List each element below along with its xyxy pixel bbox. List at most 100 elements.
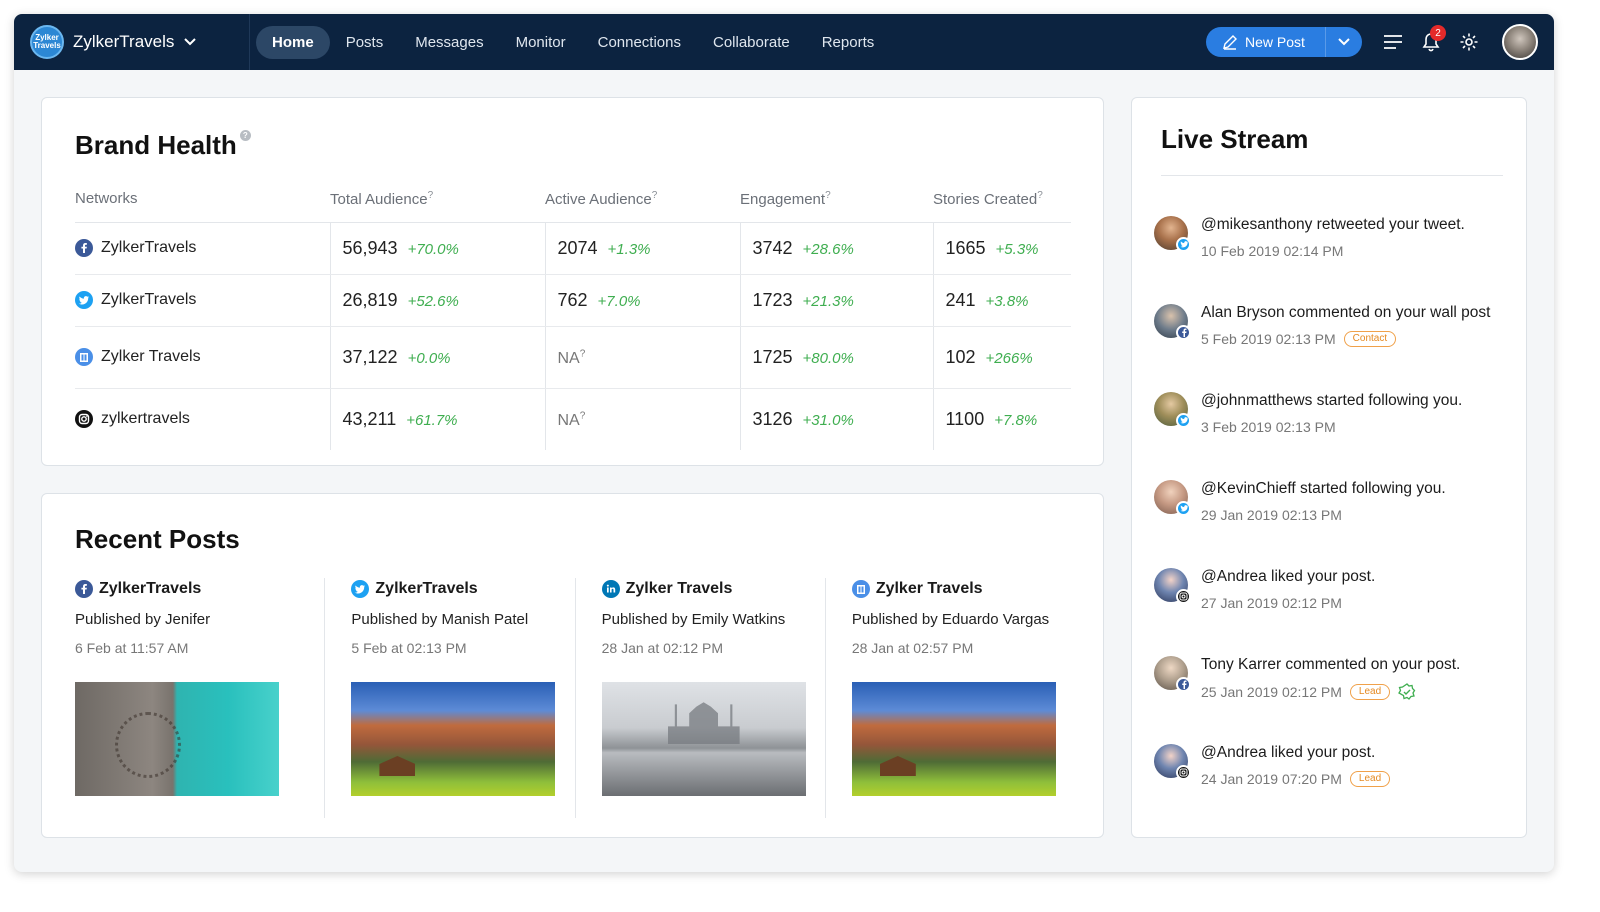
stream-item[interactable]: Alan Bryson commented on your wall post … — [1154, 304, 1514, 364]
table-row[interactable]: ZylkerTravels 56,943 +70.0% 2074 +1.3% 374… — [75, 222, 1071, 275]
stream-item-time: 24 Jan 2019 07:20 PM Lead — [1201, 771, 1391, 787]
gear-icon[interactable] — [1450, 23, 1488, 61]
pencil-icon — [1223, 35, 1237, 50]
table-row[interactable]: ZylkerTravels 26,819 +52.6% 762 +7.0% 1723… — [75, 274, 1071, 327]
metric-change: +61.7% — [406, 411, 458, 429]
new-post-label: New Post — [1245, 34, 1305, 50]
twitter-icon — [75, 291, 93, 309]
recent-posts-title: Recent Posts — [75, 524, 240, 554]
new-post-dropdown[interactable] — [1326, 27, 1362, 57]
post-network-name: Zylker Travels — [875, 580, 983, 597]
header-active-audience-label: Active Audience — [545, 190, 652, 208]
new-post-main[interactable]: New Post — [1206, 27, 1326, 57]
table-row[interactable]: Zylker Travels 37,122 +0.0% NA? 1725 +80.0… — [75, 326, 1071, 389]
chevron-down-icon — [184, 35, 197, 49]
header-total-audience: Total Audience? — [330, 176, 545, 223]
post-card[interactable]: Zylker Travels Published by Eduardo Varg… — [824, 578, 1075, 818]
lead-tag[interactable]: Lead — [1349, 684, 1391, 700]
brand-switcher[interactable]: Zylker Travels ZylkerTravels — [14, 14, 250, 70]
help-icon[interactable]: ? — [651, 189, 658, 201]
notifications-button[interactable]: 2 — [1412, 23, 1450, 61]
metric-change: +7.0% — [597, 292, 641, 310]
stream-item[interactable]: @Andrea liked your post. 27 Jan 2019 02:… — [1154, 568, 1514, 628]
nav-home[interactable]: Home — [256, 25, 330, 59]
stream-item[interactable]: @johnmatthews started following you. 3 F… — [1154, 392, 1514, 452]
taj-mahal-photo[interactable] — [601, 682, 806, 796]
app-window: Zylker Travels ZylkerTravels Home Posts … — [14, 14, 1554, 872]
engagement-cell: 1725 +80.0% — [739, 326, 933, 389]
mountain-photo[interactable] — [851, 682, 1056, 796]
stream-item-text: @Andrea liked your post. — [1201, 568, 1376, 585]
stream-item-time: 10 Feb 2019 02:14 PM — [1201, 243, 1343, 259]
post-author: Published by Eduardo Vargas — [851, 611, 1050, 628]
help-icon[interactable]: ? — [579, 410, 586, 422]
table-row[interactable]: zylkertravels 43,211 +61.7% NA? 3126 +31.0… — [75, 388, 1071, 450]
metric-value: 56,943 — [342, 237, 398, 258]
post-card[interactable]: Zylker Travels Published by Emily Watkin… — [574, 578, 825, 818]
post-network-name: ZylkerTravels — [375, 580, 478, 597]
post-card[interactable]: ZylkerTravels Published by Jenifer 6 Feb… — [75, 578, 324, 818]
header-engagement-label: Engagement — [740, 190, 826, 208]
metric-value: 1723 — [752, 289, 793, 310]
menu-icon[interactable] — [1374, 23, 1412, 61]
network-cell: zylkertravels — [75, 388, 330, 450]
help-icon[interactable]: ? — [239, 130, 251, 141]
post-network-name: Zylker Travels — [625, 580, 733, 597]
stream-item[interactable]: @mikesanthony retweeted your tweet. 10 F… — [1154, 216, 1514, 276]
engagement-cell: 3126 +31.0% — [739, 388, 933, 450]
recent-posts-card: Recent Posts ZylkerTravels Published by … — [41, 493, 1104, 838]
brand-health-table: Networks Total Audience? Active Audience… — [75, 176, 1071, 450]
top-navigation-bar: Zylker Travels ZylkerTravels Home Posts … — [14, 14, 1554, 70]
user-avatar[interactable] — [1502, 24, 1538, 60]
facebook-icon — [1176, 325, 1191, 340]
metric-change: +52.6% — [407, 292, 459, 310]
brand-health-card: Brand Health? Networks Total Audience? A… — [41, 97, 1104, 466]
metric-change: +28.6% — [802, 240, 854, 258]
new-post-button[interactable]: New Post — [1206, 27, 1362, 57]
main-nav: Home Posts Messages Monitor Connections … — [256, 25, 890, 59]
live-stream-title: Live Stream — [1161, 124, 1309, 154]
metric-change: +3.8% — [985, 292, 1029, 310]
chevron-down-icon — [1338, 38, 1350, 46]
contact-tag[interactable]: Contact — [1343, 331, 1397, 347]
metric-value: 37,122 — [342, 346, 398, 367]
metric-na-value: NA — [557, 349, 580, 367]
stream-item-time: 29 Jan 2019 02:13 PM — [1201, 507, 1342, 523]
lead-tag[interactable]: Lead — [1349, 771, 1391, 787]
stream-item-time: 27 Jan 2019 02:12 PM — [1201, 595, 1342, 611]
post-author: Published by Jenifer — [75, 611, 211, 628]
stream-item-time: 5 Feb 2019 02:13 PM Contact — [1201, 331, 1397, 347]
post-card[interactable]: ZylkerTravels Published by Manish Patel … — [324, 578, 574, 818]
twitter-icon — [1176, 501, 1191, 516]
nav-messages[interactable]: Messages — [415, 33, 484, 51]
nav-connections[interactable]: Connections — [597, 33, 681, 51]
metric-change: +70.0% — [407, 240, 459, 258]
stories-created-cell: 102 +266% — [932, 326, 1071, 389]
post-date: 28 Jan at 02:12 PM — [601, 640, 724, 656]
metric-change: +5.3% — [995, 240, 1039, 258]
help-icon[interactable]: ? — [579, 348, 586, 360]
help-icon[interactable]: ? — [825, 189, 831, 201]
mountain-photo[interactable] — [351, 682, 556, 796]
network-name: ZylkerTravels — [101, 239, 197, 256]
pool-deck-photo[interactable] — [75, 682, 279, 796]
stream-item[interactable]: Tony Karrer commented on your post. 25 J… — [1154, 656, 1514, 716]
time-text: 5 Feb 2019 02:13 PM — [1201, 331, 1336, 347]
nav-posts[interactable]: Posts — [345, 33, 384, 51]
header-engagement: Engagement? — [740, 176, 933, 223]
nav-reports[interactable]: Reports — [821, 33, 875, 51]
help-icon[interactable]: ? — [1037, 189, 1043, 201]
header-stories-created-label: Stories Created — [933, 190, 1038, 208]
nav-monitor[interactable]: Monitor — [515, 33, 566, 51]
stream-item[interactable]: @KevinChieff started following you. 29 J… — [1154, 480, 1514, 540]
stream-item[interactable]: @Andrea liked your post. 24 Jan 2019 07:… — [1154, 744, 1514, 804]
stories-created-cell: 241 +3.8% — [932, 274, 1071, 327]
brand-health-title: Brand Health? — [75, 130, 251, 161]
notifications-count-badge: 2 — [1430, 25, 1446, 41]
deal-icon[interactable] — [1398, 683, 1416, 701]
time-text: 27 Jan 2019 02:12 PM — [1201, 595, 1342, 611]
metric-change: +0.0% — [407, 349, 451, 367]
nav-collaborate[interactable]: Collaborate — [713, 33, 790, 51]
help-icon[interactable]: ? — [427, 189, 434, 201]
stream-item-text: Tony Karrer commented on your post. — [1201, 656, 1461, 673]
